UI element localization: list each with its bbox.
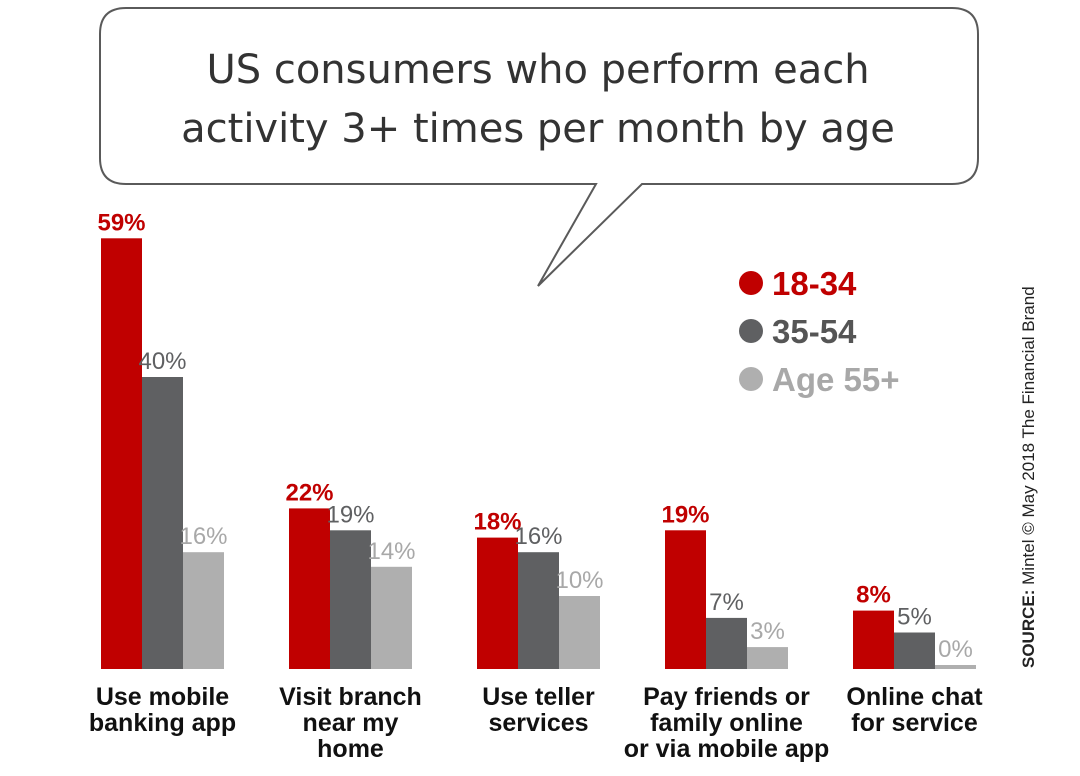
value-label-3-4: 3% <box>750 618 785 645</box>
value-label-2-5: 5% <box>897 604 932 631</box>
bar-2-1 <box>142 377 183 669</box>
value-label-3-5: 0% <box>938 636 973 663</box>
bar-2-5 <box>894 632 935 669</box>
bar-1-2 <box>289 508 330 669</box>
category-label-1-line-2: banking app <box>89 709 236 737</box>
chart-title-line-2: activity 3+ times per month by age <box>181 106 895 152</box>
value-label-1-2: 22% <box>285 479 333 506</box>
value-labels-layer: 59% 22% 18% 19% 8% 40% 19% 16% 7% 5% 16% 14% 10% 3% 0% <box>97 209 972 663</box>
legend-swatch-1 <box>739 271 763 295</box>
category-label-2-line-2: near my <box>303 709 399 737</box>
value-label-1-1: 59% <box>97 209 145 236</box>
category-label-5-line-1: Online chat <box>846 683 983 711</box>
bar-3-5 <box>935 665 976 669</box>
bar-3-2 <box>371 566 412 669</box>
category-label-3-line-2: services <box>488 709 588 737</box>
source-note: SOURCE: Mintel © May 2018 The Financial … <box>1019 286 1038 668</box>
bar-1-5 <box>853 610 894 669</box>
category-label-2-line-1: Visit branch <box>279 683 422 711</box>
value-label-3-2: 14% <box>367 538 415 565</box>
value-label-1-4: 19% <box>661 501 709 528</box>
bar-3-1 <box>183 552 224 669</box>
category-label-1-line-1: Use mobile <box>96 683 229 711</box>
bar-3-3 <box>559 596 600 669</box>
legend-label-1: 18-34 <box>772 265 857 302</box>
category-label-4-line-2: family online <box>650 709 803 737</box>
value-label-2-4: 7% <box>709 589 744 616</box>
bar-2-2 <box>330 530 371 669</box>
legend: 18-34 35-54 Age 55+ <box>739 265 900 398</box>
value-label-2-2: 19% <box>326 501 374 528</box>
bar-2-3 <box>518 552 559 669</box>
title-speech-bubble <box>99 7 979 287</box>
value-label-3-3: 10% <box>555 567 603 594</box>
chart-title-line-1: US consumers who perform each <box>206 47 869 93</box>
bar-2-4 <box>706 617 747 669</box>
category-label-3-line-1: Use teller <box>482 683 595 711</box>
bars-layer <box>101 238 976 670</box>
bar-3-4 <box>747 647 788 669</box>
category-label-4-line-1: Pay friends or <box>643 683 810 711</box>
value-label-2-3: 16% <box>514 523 562 550</box>
bar-1-3 <box>477 537 518 669</box>
legend-label-3: Age 55+ <box>772 361 900 398</box>
bar-1-1 <box>101 238 142 670</box>
bar-1-4 <box>665 530 706 669</box>
legend-label-2: 35-54 <box>772 313 857 350</box>
value-label-1-5: 8% <box>856 582 891 609</box>
category-label-4-line-3: or via mobile app <box>624 735 830 763</box>
legend-swatch-2 <box>739 319 763 343</box>
category-label-5-line-2: for service <box>851 709 978 737</box>
value-label-3-1: 16% <box>179 523 227 550</box>
legend-swatch-3 <box>739 367 763 391</box>
value-label-2-1: 40% <box>138 348 186 375</box>
value-label-1-3: 18% <box>473 509 521 536</box>
category-label-2-line-3: home <box>317 735 384 763</box>
